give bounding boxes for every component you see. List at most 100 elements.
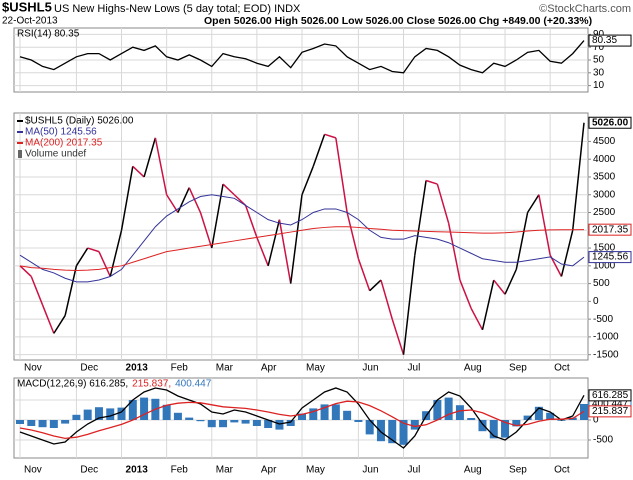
x-tick-label: Aug [464,363,482,374]
price-segment [211,183,224,249]
price-segment [177,187,190,213]
price-segment [199,212,213,249]
histogram-bar [309,408,318,420]
histogram-bar [162,404,171,420]
price-segment [515,212,529,270]
price-segment [526,194,540,213]
histogram-bar [512,420,521,427]
histogram-bar [275,420,284,430]
price-segment [335,137,348,213]
legend-label: MACD(12,26,9) 616.285, [17,379,128,390]
price-segment [357,258,371,291]
legend-label: $USHL5 (Daily) 5026.00 [25,116,134,127]
end-label-box [588,223,632,236]
price-segment [64,265,78,316]
price-segment [447,223,461,281]
price-segment [154,137,168,195]
y-tick-label: 3000 [593,189,616,200]
price-segment [19,265,32,278]
price-segment [391,318,405,355]
series-line [19,400,585,440]
price-segment [312,134,326,167]
series-line [19,226,585,271]
x-tick-label: Apr [261,363,277,374]
price-segment [256,237,269,267]
histogram-bar [83,409,92,420]
y-tick-label: -500 [593,435,613,446]
x-tick-label: Feb [171,465,189,476]
histogram-bar [467,418,476,420]
legend-swatch [18,150,22,158]
price-segment [120,166,134,231]
histogram-bar [433,400,442,420]
histogram-bar [252,420,261,426]
x-tick-label: May [306,363,325,374]
histogram-bar [72,414,81,420]
histogram-bar [376,420,385,442]
x-tick-label: Jul [408,465,421,476]
end-label-box [588,389,632,402]
end-label: 400.447 [592,399,629,410]
end-label: 616.285 [592,390,629,401]
price-segment [53,315,66,334]
panel-frame [13,112,589,361]
legend-label: 400.447 [175,379,212,390]
histogram-bar [219,420,228,428]
histogram-bar [546,412,555,420]
price-segment [549,254,563,277]
price-segment [109,230,123,277]
ohlc: Open 5026.00 High 5026.00 Low 5026.00 Cl… [204,15,592,27]
x-tick-label: Feb [171,363,189,374]
histogram-bar [388,420,397,444]
histogram-bar [534,406,543,420]
end-label: 1245.56 [592,252,629,263]
price-segment [143,137,157,178]
legend-label: MA(50) 1245.56 [25,127,97,138]
histogram-bar [365,420,374,435]
histogram-bar [49,420,58,428]
x-tick-label: Oct [554,465,570,476]
histogram-bar [286,420,295,426]
end-label-box [588,251,632,264]
x-tick-label: Nov [24,363,42,374]
price-segment [380,279,393,320]
x-tick-label: Sep [509,363,527,374]
x-tick-label: Aug [464,465,482,476]
x-tick-label: Nov [24,465,42,476]
price-segment [324,133,337,139]
price-segment [30,276,44,306]
series-line [19,387,585,449]
price-segment [289,194,303,284]
histogram-bar [94,407,103,420]
x-tick-label: Jun [362,363,378,374]
end-label-box [588,116,632,129]
brand: ©StockCharts.com [539,3,631,15]
y-tick-label: -1000 [593,332,619,343]
histogram-bar [399,420,408,445]
histogram-bar [27,420,36,426]
x-tick-label: Jul [408,363,421,374]
y-tick-label: 70 [593,42,605,53]
histogram-bar [173,412,182,420]
histogram-bar [478,420,487,432]
histogram-bar [523,415,532,420]
price-segment [188,187,202,213]
price-segment [436,183,450,224]
x-tick-label: Oct [554,363,570,374]
price-segment [402,255,416,355]
symbol-name: US New Highs-New Lows (5 day total; EOD)… [54,3,301,15]
series-line [19,194,585,283]
y-tick-label: 3500 [593,172,616,183]
histogram-bar [343,410,352,420]
histogram-bar [410,420,419,430]
histogram-bar [489,420,498,439]
price-segment [267,219,281,266]
y-tick-label: 0 [593,296,599,307]
legend-label: Volume undef [25,149,86,160]
price-segment [278,219,292,284]
y-tick-label: 1500 [593,243,616,254]
price-segment [369,279,382,292]
price-segment [414,180,427,256]
price-segment [41,304,55,334]
histogram-bar [16,420,24,424]
